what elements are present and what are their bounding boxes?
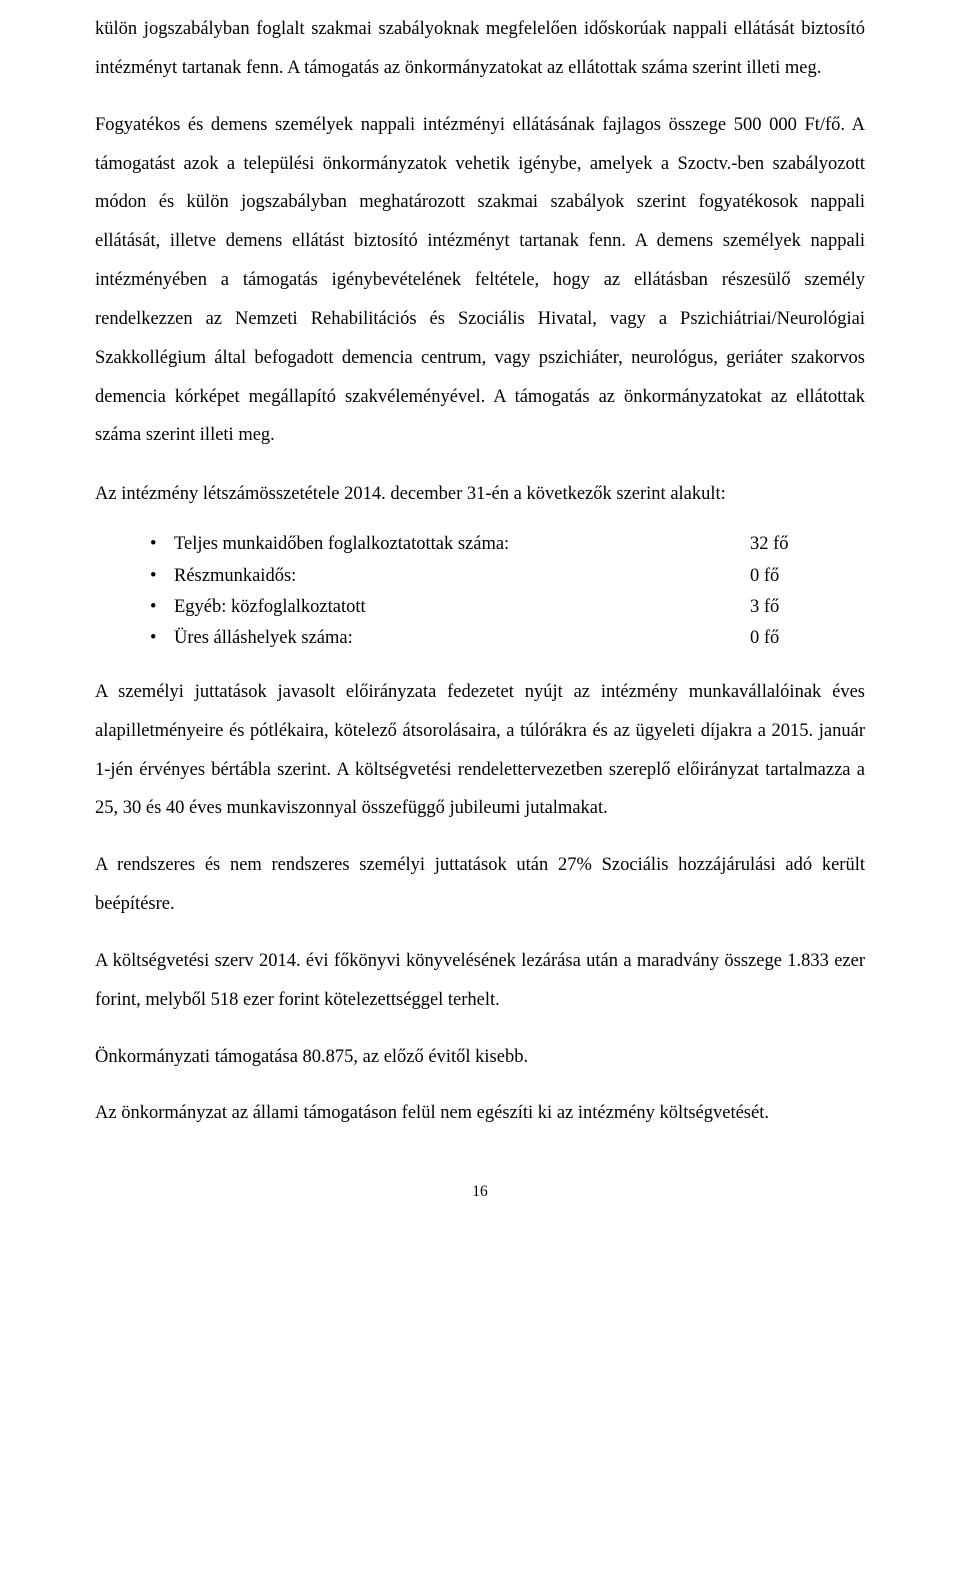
list-item-label: Egyéb: közfoglalkoztatott [174, 592, 750, 623]
paragraph-4: A rendszeres és nem rendszeres személyi … [95, 846, 865, 924]
list-item: Üres álláshelyek száma: 0 fő [150, 623, 865, 654]
paragraph-1: külön jogszabályban foglalt szakmai szab… [95, 10, 865, 88]
list-item-label: Részmunkaidős: [174, 561, 750, 592]
paragraph-3: A személyi juttatások javasolt előirányz… [95, 673, 865, 828]
list-item-value: 0 fő [750, 561, 865, 592]
headcount-heading: Az intézmény létszámösszetétele 2014. de… [95, 475, 865, 514]
list-item-value: 3 fő [750, 592, 865, 623]
list-item-value: 32 fő [750, 529, 865, 560]
list-item-label: Teljes munkaidőben foglalkoztatottak szá… [174, 529, 750, 560]
paragraph-6: Önkormányzati támogatása 80.875, az előz… [95, 1038, 865, 1077]
paragraph-7: Az önkormányzat az állami támogatáson fe… [95, 1094, 865, 1133]
list-item-label: Üres álláshelyek száma: [174, 623, 750, 654]
headcount-list: Teljes munkaidőben foglalkoztatottak szá… [95, 529, 865, 655]
list-item: Részmunkaidős: 0 fő [150, 561, 865, 592]
page-number: 16 [95, 1183, 865, 1201]
list-item-value: 0 fő [750, 623, 865, 654]
list-item: Teljes munkaidőben foglalkoztatottak szá… [150, 529, 865, 560]
list-item: Egyéb: közfoglalkoztatott 3 fő [150, 592, 865, 623]
paragraph-2: Fogyatékos és demens személyek nappali i… [95, 106, 865, 456]
paragraph-5: A költségvetési szerv 2014. évi főkönyvi… [95, 942, 865, 1020]
